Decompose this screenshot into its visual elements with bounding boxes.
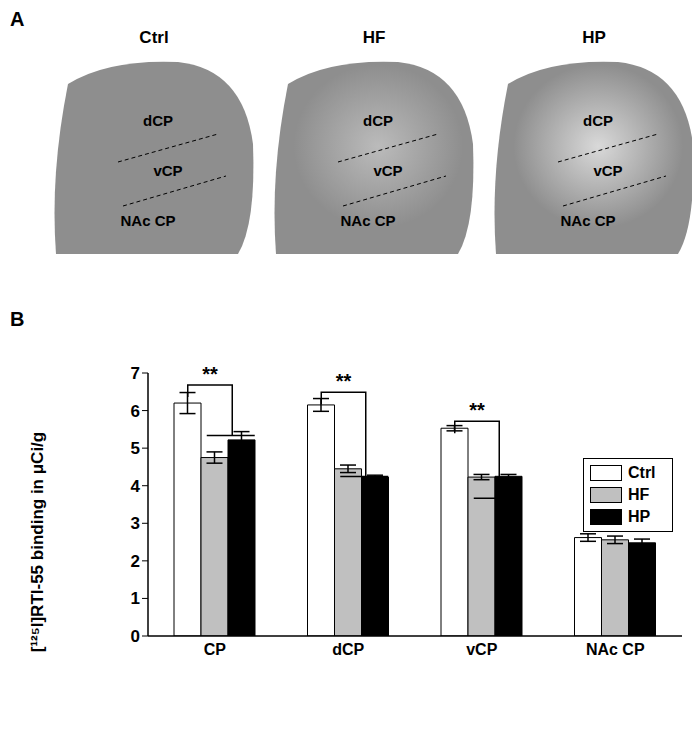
svg-text:vCP: vCP: [466, 641, 497, 658]
svg-text:vCP: vCP: [373, 162, 402, 179]
html-text:HF: HF: [362, 28, 386, 47]
svg-text:7: 7: [131, 364, 140, 383]
svg-text:NAc CP: NAc CP: [340, 212, 395, 229]
html-text:HP: HP: [582, 28, 606, 47]
svg-text:6: 6: [131, 402, 140, 421]
svg-text:4: 4: [131, 477, 141, 496]
svg-text:dCP: dCP: [143, 112, 173, 129]
html-text:HF: HF: [628, 486, 650, 503]
html-text:Ctrl: Ctrl: [139, 28, 169, 47]
svg-text:1: 1: [131, 589, 140, 608]
svg-text:5: 5: [131, 439, 140, 458]
svg-text:NAc CP: NAc CP: [586, 641, 645, 658]
svg-text:dCP: dCP: [583, 112, 613, 129]
svg-text:CP: CP: [204, 641, 227, 658]
svg-text:vCP: vCP: [153, 162, 182, 179]
svg-text:**: **: [336, 370, 352, 392]
svg-text:dCP: dCP: [332, 641, 364, 658]
html-text:A: A: [10, 8, 25, 30]
html-text:Ctrl: Ctrl: [628, 464, 656, 481]
html-text:B: B: [10, 308, 25, 330]
svg-text:3: 3: [131, 514, 140, 533]
svg-text:NAc CP: NAc CP: [120, 212, 175, 229]
html-text:HP: HP: [628, 508, 651, 525]
svg-text:2: 2: [131, 552, 140, 571]
svg-text:NAc CP: NAc CP: [560, 212, 615, 229]
html-text:[¹²⁵I]RTI-55 binding in μCi/g: [¹²⁵I]RTI-55 binding in μCi/g: [28, 431, 47, 652]
svg-text:**: **: [469, 399, 485, 421]
svg-text:dCP: dCP: [363, 112, 393, 129]
svg-text:**: **: [202, 363, 218, 385]
svg-text:0: 0: [131, 627, 140, 646]
svg-text:vCP: vCP: [593, 162, 622, 179]
